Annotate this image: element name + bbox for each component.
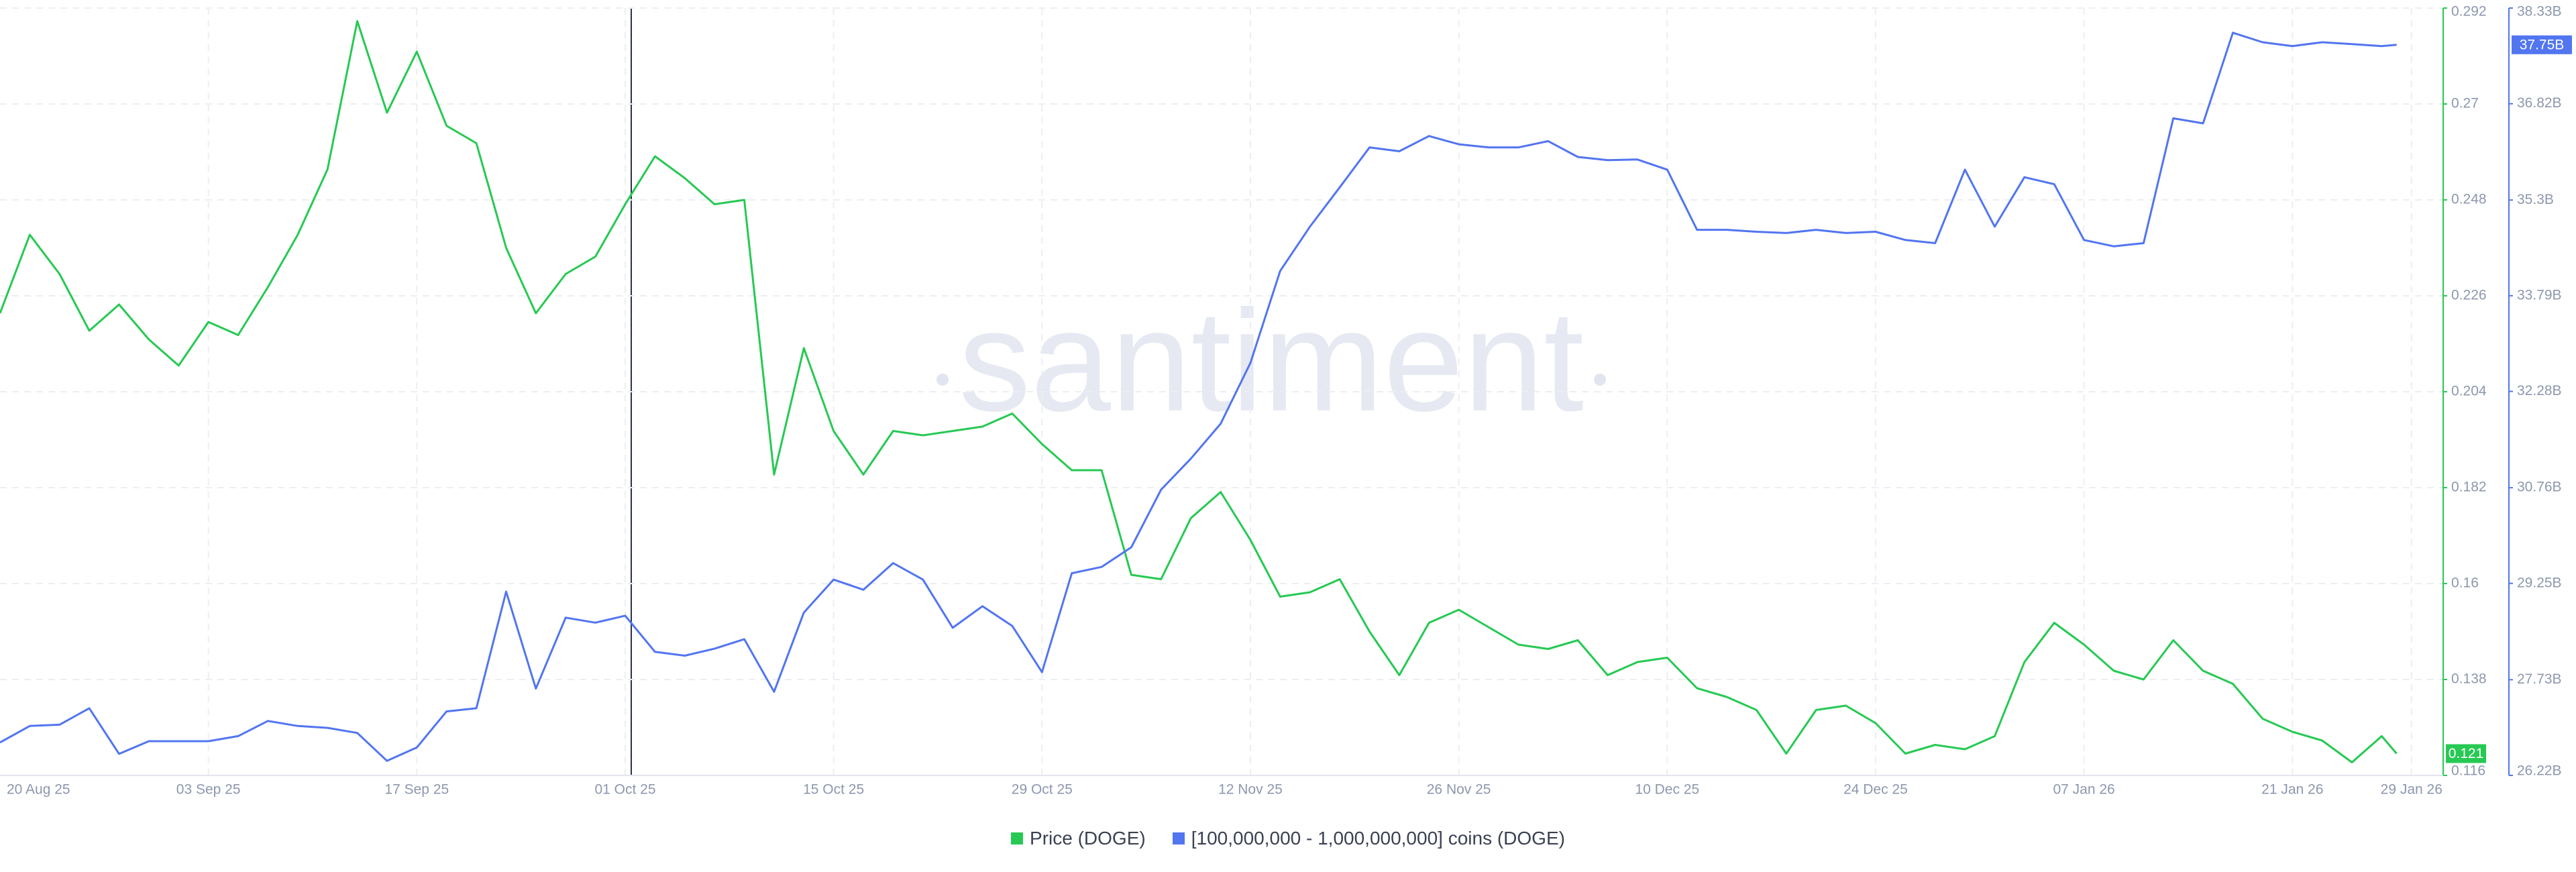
legend-item[interactable]: Price (DOGE) bbox=[1011, 828, 1146, 849]
legend-label: Price (DOGE) bbox=[1030, 828, 1146, 849]
legend: Price (DOGE) [100,000,000 - 1,000,000,000… bbox=[0, 824, 2576, 853]
x-tick-label: 15 Oct 25 bbox=[803, 782, 864, 798]
y2-tick-label: 32.28B bbox=[2517, 383, 2562, 398]
y-tick-label: 0.226 bbox=[2451, 288, 2487, 303]
y-tick-label: 0.27 bbox=[2451, 96, 2479, 111]
y2-tick-label: 38.33B bbox=[2517, 4, 2562, 19]
y-tick-label: 0.292 bbox=[2451, 4, 2487, 19]
y2-tick-label: 36.82B bbox=[2517, 95, 2562, 111]
y-tick-label: 0.16 bbox=[2451, 576, 2479, 591]
series-line bbox=[0, 32, 2397, 762]
legend-label: [100,000,000 - 1,000,000,000] coins (DOG… bbox=[1191, 828, 1565, 849]
x-tick-label: 17 Sep 25 bbox=[384, 782, 449, 798]
x-tick-label: 10 Dec 25 bbox=[1635, 782, 1699, 798]
y-tick-label: 0.248 bbox=[2451, 192, 2487, 207]
y2-tick-label: 29.25B bbox=[2517, 575, 2562, 590]
last-value-badge bbox=[2512, 35, 2572, 54]
watermark: santiment bbox=[959, 280, 1584, 441]
last-value-label: 0.121 bbox=[2449, 746, 2484, 761]
x-tick-label: 26 Nov 25 bbox=[1427, 782, 1491, 798]
legend-swatch bbox=[1172, 832, 1185, 844]
x-tick-label: 29 Jan 26 bbox=[2381, 782, 2443, 798]
watermark-dot bbox=[936, 374, 949, 386]
watermark-dot bbox=[1594, 374, 1606, 386]
y-tick-label: 0.204 bbox=[2451, 384, 2487, 399]
y2-tick-label: 33.79B bbox=[2517, 287, 2562, 303]
last-value-badge bbox=[2446, 744, 2486, 763]
series-line bbox=[0, 20, 2398, 763]
x-tick-label: 20 Aug 25 bbox=[7, 782, 70, 798]
x-tick-label: 24 Dec 25 bbox=[1843, 782, 1908, 798]
x-tick-label: 07 Jan 26 bbox=[2053, 782, 2114, 798]
legend-item[interactable]: [100,000,000 - 1,000,000,000] coins (DOG… bbox=[1172, 828, 1565, 849]
y2-tick-label: 35.3B bbox=[2517, 192, 2554, 207]
x-tick-label: 29 Oct 25 bbox=[1012, 782, 1073, 798]
last-value-label: 37.75B bbox=[2520, 37, 2565, 52]
x-tick-label: 03 Sep 25 bbox=[176, 782, 241, 798]
y-tick-label: 0.116 bbox=[2451, 763, 2485, 779]
y-tick-label: 0.182 bbox=[2451, 480, 2487, 495]
x-tick-label: 21 Jan 26 bbox=[2261, 782, 2323, 798]
x-tick-label: 12 Nov 25 bbox=[1218, 782, 1283, 798]
legend-swatch bbox=[1011, 832, 1024, 844]
y-tick-label: 0.138 bbox=[2451, 671, 2487, 687]
y2-tick-label: 26.22B bbox=[2517, 763, 2562, 779]
chart: santiment 0.116 0.138 0.16 0.182 0.204 0.226 0… bbox=[0, 4, 2572, 798]
x-tick-label: 01 Oct 25 bbox=[594, 782, 655, 798]
y2-tick-label: 30.76B bbox=[2517, 480, 2562, 495]
y2-tick-label: 27.73B bbox=[2517, 671, 2562, 687]
